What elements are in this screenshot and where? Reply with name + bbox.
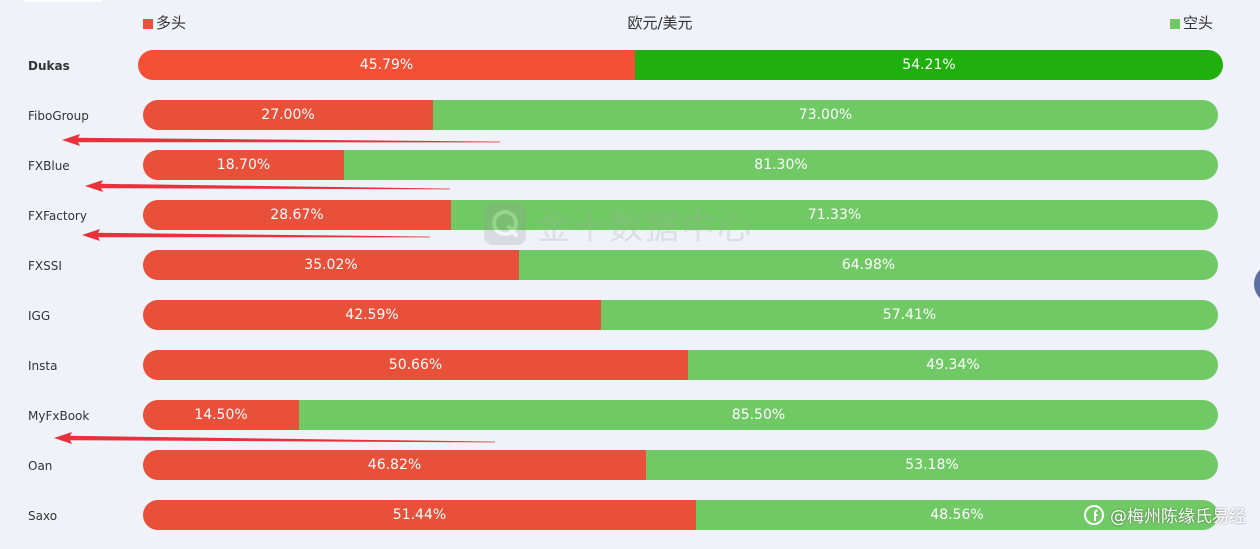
bar-long-segment[interactable]: 51.44% — [143, 500, 696, 530]
row-label: Dukas — [28, 59, 70, 73]
sentiment-bar[interactable]: 51.44% 48.56% — [143, 500, 1218, 530]
footer-text: @梅州陈缘氏易经 — [1110, 507, 1246, 527]
red-arrow-annotation — [85, 180, 450, 192]
bar-short-segment[interactable]: 64.98% — [519, 250, 1218, 280]
bar-short-segment[interactable]: 71.33% — [451, 200, 1218, 230]
row-label: FiboGroup — [28, 109, 89, 123]
sentiment-bar[interactable]: 50.66% 49.34% — [143, 350, 1218, 380]
red-arrow-annotation — [62, 134, 500, 146]
sentiment-bar[interactable]: 27.00% 73.00% — [143, 100, 1218, 130]
floating-side-button[interactable] — [1254, 264, 1260, 304]
row-label: MyFxBook — [28, 409, 90, 423]
legend-short[interactable]: 空头 — [1170, 12, 1213, 34]
bar-long-segment[interactable]: 45.79% — [138, 50, 635, 80]
row-label: FXBlue — [28, 159, 70, 173]
red-arrow-annotation — [54, 432, 495, 444]
bar-short-segment[interactable]: 54.21% — [635, 50, 1223, 80]
legend-short-label: 空头 — [1183, 14, 1214, 32]
bar-short-segment[interactable]: 73.00% — [433, 100, 1218, 130]
sentiment-bar[interactable]: 35.02% 64.98% — [143, 250, 1218, 280]
bar-long-segment[interactable]: 46.82% — [143, 450, 646, 480]
sentiment-bar[interactable]: 14.50% 85.50% — [143, 400, 1218, 430]
jin10-logo-icon — [484, 203, 526, 245]
row-label: IGG — [28, 309, 51, 323]
bar-long-segment[interactable]: 42.59% — [143, 300, 601, 330]
watermark-text: 金十数据中心 — [537, 207, 753, 248]
bar-long-segment[interactable]: 28.67% — [143, 200, 451, 230]
bar-long-segment[interactable]: 14.50% — [143, 400, 299, 430]
sentiment-bar[interactable]: 28.67% 71.33% — [143, 200, 1218, 230]
chart-title: 欧元/美元 — [627, 14, 693, 32]
bar-long-segment[interactable]: 18.70% — [143, 150, 344, 180]
legend-long[interactable]: 多头 — [143, 12, 186, 34]
row-label: FXFactory — [28, 209, 87, 223]
bar-short-segment[interactable]: 49.34% — [688, 350, 1218, 380]
bar-short-segment[interactable]: 85.50% — [299, 400, 1218, 430]
bar-short-segment[interactable]: 48.56% — [696, 500, 1218, 530]
bar-long-segment[interactable]: 50.66% — [143, 350, 688, 380]
watermark: 金十数据中心 — [483, 202, 753, 248]
bar-long-segment[interactable]: 35.02% — [143, 250, 519, 280]
legend-long-label: 多头 — [156, 14, 187, 32]
legend-long-swatch — [143, 19, 153, 29]
row-label: Oan — [28, 459, 53, 473]
bar-short-segment[interactable]: 57.41% — [601, 300, 1218, 330]
sentiment-bar[interactable]: 46.82% 53.18% — [143, 450, 1218, 480]
platform-logo-icon — [1084, 504, 1104, 525]
bar-long-segment[interactable]: 27.00% — [143, 100, 433, 130]
row-label: FXSSI — [28, 259, 62, 273]
sentiment-bar[interactable]: 45.79% 54.21% — [138, 50, 1223, 80]
sentiment-bar[interactable]: 42.59% 57.41% — [143, 300, 1218, 330]
red-arrow-annotation — [82, 229, 430, 241]
sentiment-bar[interactable]: 18.70% 81.30% — [143, 150, 1218, 180]
row-label: Saxo — [28, 509, 58, 523]
top-tab-indicator — [24, 0, 102, 2]
footer-watermark: @梅州陈缘氏易经 — [1084, 502, 1246, 527]
bar-short-segment[interactable]: 81.30% — [344, 150, 1218, 180]
bar-short-segment[interactable]: 53.18% — [646, 450, 1218, 480]
legend-short-swatch — [1170, 19, 1180, 29]
row-label: Insta — [28, 359, 58, 373]
